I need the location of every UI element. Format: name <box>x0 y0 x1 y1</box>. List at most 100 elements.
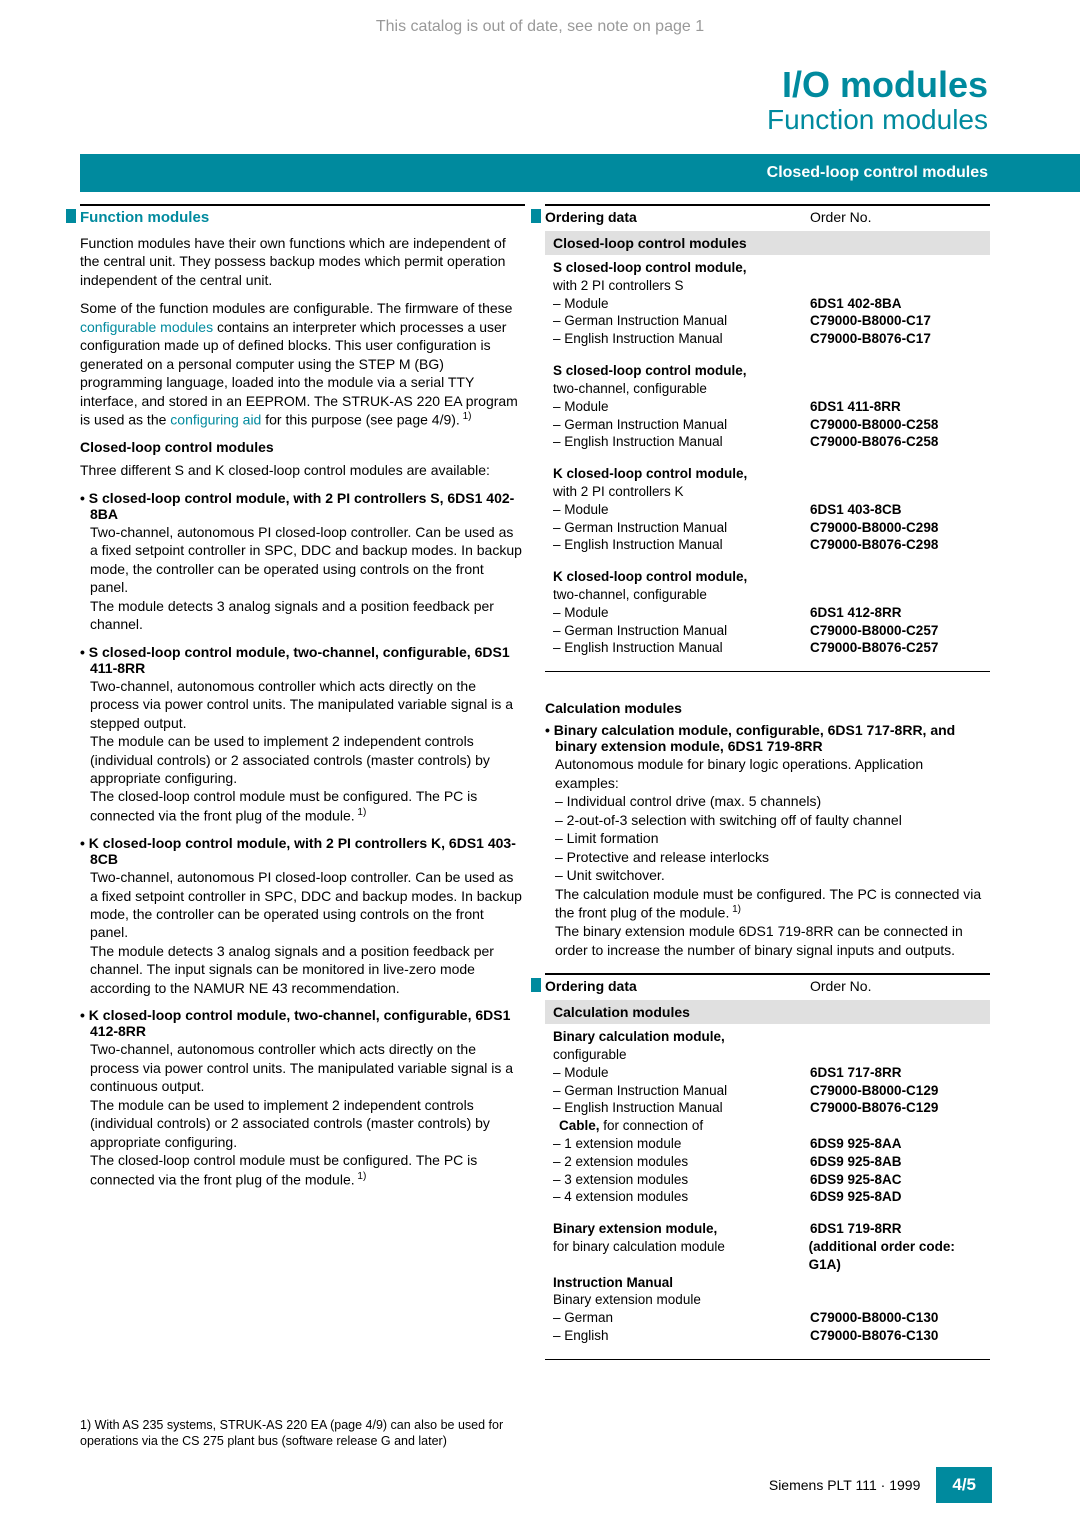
text: The binary extension module 6DS1 719-8RR… <box>555 922 990 959</box>
footnote-ref: 1) <box>729 904 741 915</box>
order-no: C79000-B8076-C130 <box>810 1327 938 1345</box>
order-row: – 1 extension module6DS9 925-8AA <box>545 1135 990 1153</box>
order-item-label: – Module <box>553 1064 810 1082</box>
page-footer: Siemens PLT 111 · 1999 4/5 <box>769 1467 992 1503</box>
bullet-head: • K closed-loop control module, two-chan… <box>80 1007 525 1039</box>
order-row: – 2 extension modules6DS9 925-8AB <box>545 1153 990 1171</box>
order-no: 6DS1 412-8RR <box>810 604 902 622</box>
footnote-ref: 1) <box>355 807 367 818</box>
order-no: C79000-B8000-C17 <box>810 312 931 330</box>
order-no-label: Order No. <box>810 209 871 225</box>
order-item-title: Binary calculation module, <box>553 1029 725 1044</box>
bullet-item: • S closed-loop control module, two-chan… <box>80 644 525 825</box>
title-sub: Function modules <box>0 104 988 136</box>
order-item-label: – English Instruction Manual <box>553 536 810 554</box>
order-no: C79000-B8076-C258 <box>810 433 938 451</box>
order-no: 6DS1 411-8RR <box>810 398 901 416</box>
calc-heading: Calculation modules <box>545 700 990 716</box>
paragraph: Function modules have their own function… <box>80 234 525 289</box>
bullet-body: Two-channel, autonomous PI closed-loop c… <box>80 868 525 997</box>
text: The calculation module must be configure… <box>555 886 981 921</box>
order-item-title: S closed-loop control module, <box>553 260 747 275</box>
list-line: – Unit switchover. <box>555 866 990 884</box>
order-row: – English Instruction ManualC79000-B8076… <box>545 433 990 451</box>
order-item-label: – German Instruction Manual <box>553 416 810 434</box>
order-item-label: – Module <box>553 295 810 313</box>
list-line: – Limit formation <box>555 829 990 847</box>
bullet-body: Two-channel, autonomous controller which… <box>80 677 525 825</box>
order-row: – Module6DS1 412-8RR <box>545 604 990 622</box>
text: for this purpose (see page 4/9). <box>261 412 459 428</box>
order-block: S closed-loop control module,two-channel… <box>545 362 990 451</box>
order-item-sub: two-channel, configurable <box>553 586 810 604</box>
order-item-title: K closed-loop control module, <box>553 466 747 481</box>
ordering-header: Ordering data Order No. <box>545 973 990 994</box>
order-row: – EnglishC79000-B8076-C130 <box>545 1327 990 1345</box>
order-row: – Module6DS1 717-8RR <box>545 1064 990 1082</box>
section-banner: Closed-loop control modules <box>80 154 1080 192</box>
list-line: – 2-out-of-3 selection with switching of… <box>555 811 990 829</box>
list-line: – Individual control drive (max. 5 chann… <box>555 792 990 810</box>
order-block: Binary calculation module, configurable … <box>545 1028 990 1206</box>
paragraph: Some of the function modules are configu… <box>80 299 525 429</box>
order-item-sub: two-channel, configurable <box>553 380 810 398</box>
order-row: – German Instruction ManualC79000-B8000-… <box>545 622 990 640</box>
text: Autonomous module for binary logic opera… <box>555 755 990 792</box>
order-item-title: Instruction Manual <box>553 1275 673 1290</box>
order-item-label: – German Instruction Manual <box>553 312 810 330</box>
order-row: – GermanC79000-B8000-C130 <box>545 1309 990 1327</box>
page-number-badge: 4/5 <box>936 1467 992 1503</box>
order-no: C79000-B8000-C258 <box>810 416 938 434</box>
order-item-label: – English Instruction Manual <box>553 433 810 451</box>
order-item-label: – English Instruction Manual <box>553 639 810 657</box>
order-block: Binary extension module, 6DS1 719-8RR fo… <box>545 1220 990 1345</box>
order-no: C79000-B8000-C129 <box>810 1082 938 1100</box>
order-item-label: – Module <box>553 604 810 622</box>
order-item-label: – 4 extension modules <box>553 1188 810 1206</box>
order-no: 6DS9 925-8AD <box>810 1188 902 1206</box>
order-block: S closed-loop control module,with 2 PI c… <box>545 259 990 348</box>
order-no: 6DS9 925-8AC <box>810 1171 902 1189</box>
ordering-header: Ordering data Order No. <box>545 204 990 225</box>
order-block: K closed-loop control module,with 2 PI c… <box>545 465 990 554</box>
order-item-sub: Binary extension module <box>553 1291 810 1309</box>
order-item-label: – 2 extension modules <box>553 1153 810 1171</box>
order-item-label: – English Instruction Manual <box>553 330 810 348</box>
bullet-body: Two-channel, autonomous controller which… <box>80 1040 525 1188</box>
bullet-item: • K closed-loop control module, two-chan… <box>80 1007 525 1188</box>
bullet-item: • S closed-loop control module, with 2 P… <box>80 490 525 634</box>
order-group-title: Closed-loop control modules <box>545 231 990 255</box>
list-line: – Protective and release interlocks <box>555 848 990 866</box>
order-no: C79000-B8000-C257 <box>810 622 938 640</box>
order-item-label: – 3 extension modules <box>553 1171 810 1189</box>
highlighted-text: configurable modules <box>80 319 213 335</box>
order-no: 6DS1 402-8BA <box>810 295 902 313</box>
order-no: C79000-B8076-C17 <box>810 330 931 348</box>
order-no: C79000-B8076-C257 <box>810 639 938 657</box>
order-block: K closed-loop control module, two-channel… <box>545 568 990 657</box>
bullet-item: • K closed-loop control module, with 2 P… <box>80 835 525 997</box>
ordering-label: Ordering data <box>545 978 810 994</box>
title-main: I/O modules <box>0 64 988 106</box>
paragraph: Three different S and K closed-loop cont… <box>80 461 525 479</box>
order-no-label: Order No. <box>810 978 871 994</box>
order-no: C79000-B8000-C298 <box>810 519 938 537</box>
footer-text: Siemens PLT 111 · 1999 <box>769 1477 921 1493</box>
text: Some of the function modules are configu… <box>80 300 512 316</box>
order-item-label: – English <box>553 1327 810 1345</box>
order-item-label: – Module <box>553 398 810 416</box>
separator <box>545 671 990 672</box>
bullet-body: Autonomous module for binary logic opera… <box>545 755 990 959</box>
section-heading: Function modules <box>80 204 525 226</box>
order-no: C79000-B8076-C298 <box>810 536 938 554</box>
order-no: 6DS1 719-8RR <box>810 1220 902 1238</box>
order-row: – English Instruction ManualC79000-B8076… <box>545 639 990 657</box>
outdated-note: This catalog is out of date, see note on… <box>0 0 1080 42</box>
order-item-title: K closed-loop control module, <box>553 569 747 584</box>
right-column: Ordering data Order No. Closed-loop cont… <box>545 204 990 1360</box>
bullet-head: • K closed-loop control module, with 2 P… <box>80 835 525 867</box>
page-title: I/O modules Function modules <box>0 42 1080 144</box>
order-group-title: Calculation modules <box>545 1000 990 1024</box>
bullet-head: • S closed-loop control module, two-chan… <box>80 644 525 676</box>
sub-heading: Closed-loop control modules <box>80 439 525 455</box>
